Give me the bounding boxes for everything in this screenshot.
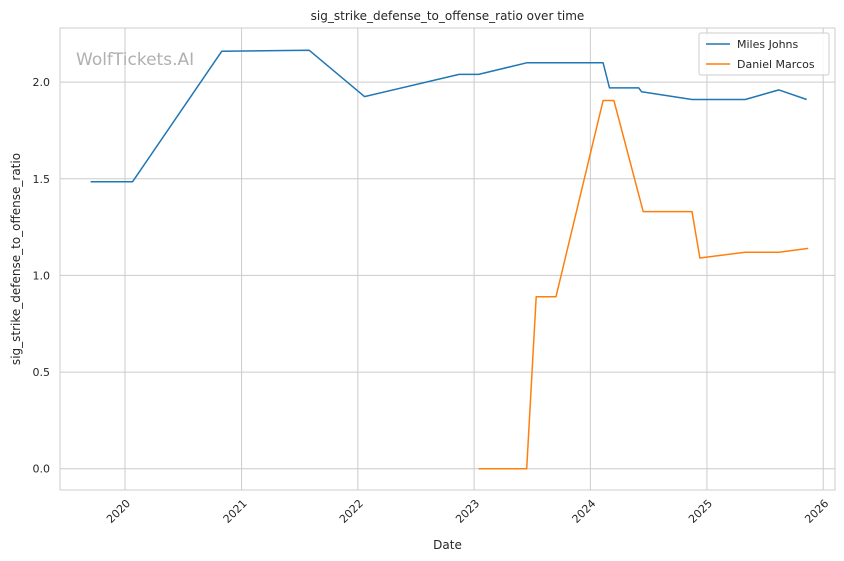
x-axis-label: Date xyxy=(433,538,462,552)
watermark: WolfTickets.AI xyxy=(76,50,194,70)
legend-box xyxy=(698,32,830,76)
series-line-daniel-marcos xyxy=(478,99,809,470)
grid-lines xyxy=(60,28,835,490)
plot-frame xyxy=(59,27,836,491)
y-tick-label: 0.5 xyxy=(33,366,51,379)
y-tick-label: 1.0 xyxy=(33,269,51,282)
legend-label-daniel-marcos: Daniel Marcos xyxy=(737,58,815,71)
y-tick-label: 0.0 xyxy=(33,463,51,476)
y-axis-ticks: 0.0 0.5 1.0 1.5 2.0 xyxy=(33,76,51,476)
y-axis-label: sig_strike_defense_to_offense_ratio xyxy=(9,153,23,365)
series-lines xyxy=(90,49,809,470)
legend: Miles Johns Daniel Marcos xyxy=(698,32,830,76)
legend-label-miles-johns: Miles Johns xyxy=(737,38,799,51)
chart-title: sig_strike_defense_to_offense_ratio over… xyxy=(311,9,585,23)
y-tick-label: 1.5 xyxy=(33,173,51,186)
series-line-miles-johns xyxy=(90,49,807,183)
y-tick-label: 2.0 xyxy=(33,76,51,89)
